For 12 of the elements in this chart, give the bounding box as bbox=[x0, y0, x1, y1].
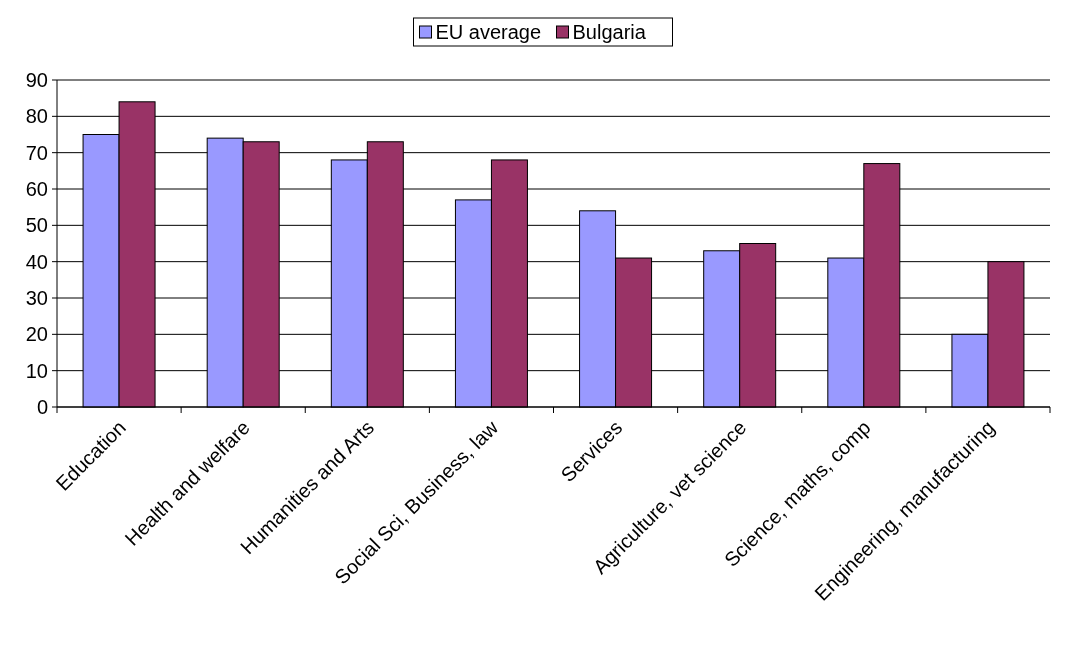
y-tick-label: 60 bbox=[25, 178, 48, 200]
y-tick-label: 10 bbox=[25, 359, 48, 382]
y-tick-label: 0 bbox=[36, 396, 48, 418]
y-tick-label: 40 bbox=[25, 250, 48, 273]
y-tick-label: 80 bbox=[25, 105, 48, 128]
legend-label: EU average bbox=[435, 21, 542, 43]
y-tick-label: 20 bbox=[25, 323, 48, 346]
y-tick-label: 50 bbox=[25, 214, 48, 237]
y-tick-label: 70 bbox=[25, 141, 48, 164]
y-tick-label: 30 bbox=[25, 287, 48, 309]
y-tick-label: 90 bbox=[25, 69, 48, 91]
legend-label: Bulgaria bbox=[572, 21, 647, 43]
